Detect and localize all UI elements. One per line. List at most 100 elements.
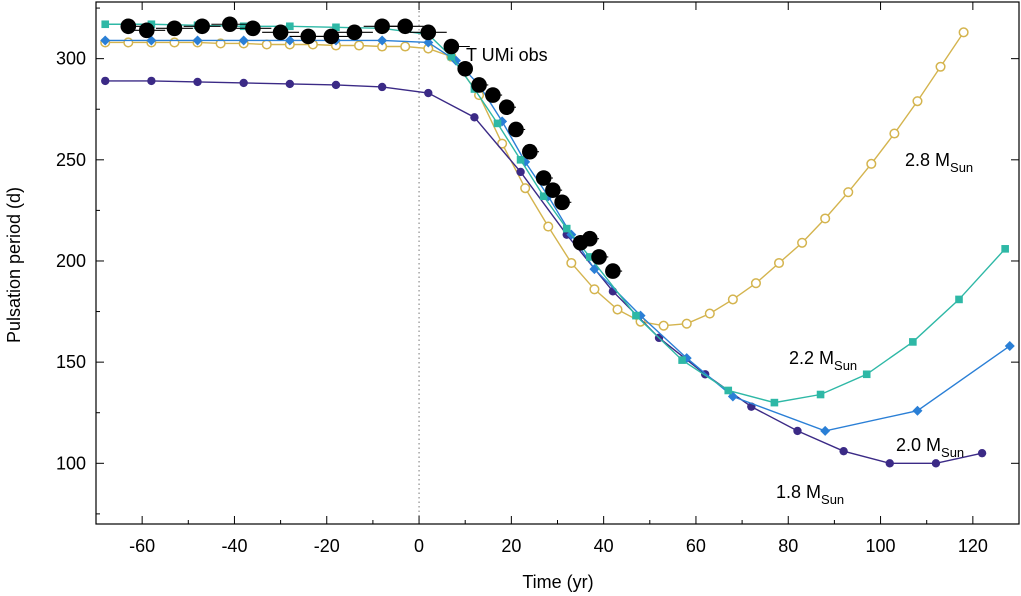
series-label-main: 2.2 M [789,348,834,368]
data-point [820,425,831,436]
obs-point [222,16,238,33]
data-point [889,128,900,139]
obs-point [420,24,437,41]
data-point [586,253,594,261]
x-axis-title: Time (yr) [522,572,593,592]
data-point [931,459,941,468]
axis-ticks: -60 -40 -20 0 20 40 60 80 100 120 100 150 200 250 300 [56,2,1019,556]
series-label-sub: Sun [834,358,857,373]
data-point [147,76,156,86]
data-point [169,37,180,48]
obs-point [138,22,155,39]
y-tick-label: 100 [56,453,86,473]
data-point [331,80,341,90]
data-point [516,167,525,177]
data-point [193,77,202,87]
data-point [681,318,692,329]
data-point [1004,340,1015,351]
series-label-2.2: 2.2 MSun [789,348,857,373]
data-point [866,158,877,169]
obs-point [535,170,552,186]
data-point [724,386,733,395]
obs-point [397,18,414,35]
data-point [727,294,738,305]
data-point [589,284,600,295]
data-point [632,311,640,320]
series-label-2.8: 2.8 MSun [905,150,973,175]
data-point [332,23,340,32]
series-label-sub: Sun [821,492,844,507]
obs-point [323,28,340,45]
series-label-sub: Sun [941,445,964,460]
data-point [238,35,249,46]
data-point [261,39,272,50]
data-point [1001,245,1009,253]
obs-point [245,20,261,37]
series-line [105,31,965,327]
obs-point [457,60,474,77]
obs-label: T UMi obs [466,45,548,65]
series-label-2.0: 2.0 MSun [896,435,964,460]
series-line [105,80,983,465]
data-point [912,405,923,416]
obs-point [508,121,524,138]
data-point [797,237,808,248]
data-point [493,119,502,128]
plot-frame [95,1,1020,525]
obs-point [272,24,289,41]
y-tick-label: 250 [56,150,86,170]
series-label-1.8: 1.8 MSun [776,482,844,507]
data-point [239,22,248,31]
data-point [704,308,715,319]
obs-point [605,263,621,279]
data-point [543,221,554,232]
series-line [105,39,1011,432]
obs-point [374,18,390,35]
plot-border [95,1,1020,525]
data-point [516,156,525,164]
x-tick-label: -40 [221,536,247,556]
data-point [793,426,802,436]
data-point [885,459,894,468]
data-point [239,78,248,88]
obs-point [591,249,607,265]
x-tick-label: -20 [314,536,340,556]
series-label-main: 1.8 M [776,482,821,502]
data-point [100,35,111,46]
data-point [955,295,963,304]
data-point [101,76,110,86]
data-point [912,96,923,107]
x-tick-label: 40 [594,536,614,556]
data-point [566,257,577,269]
data-point [935,61,946,72]
data-point [520,183,531,194]
data-point [839,446,848,456]
obs-point [554,194,570,211]
data-point [843,187,854,198]
obs-point [471,77,487,93]
series-2.2 M_Sun [101,20,1009,407]
data-point [146,35,157,46]
x-tick-label: 120 [958,536,988,556]
data-point [286,22,294,31]
data-point [909,338,917,346]
data-point [377,82,387,92]
data-point [678,356,686,364]
data-point [539,192,548,201]
series-2.8 M_Sun [100,27,969,331]
obs-point [346,24,363,41]
series-2.0 M_Sun [100,35,1015,436]
data-point [958,27,969,38]
y-axis-title: Pulsation period (d) [4,187,24,343]
obs-point [582,230,598,247]
data-point [658,320,669,331]
data-point [470,113,479,122]
data-point [192,35,203,46]
data-point [816,390,825,399]
data-point [750,278,761,289]
data-point [562,224,571,233]
obs-point [194,18,210,35]
obs-point [498,99,515,116]
data-point [101,20,110,29]
obs-point [300,28,317,45]
